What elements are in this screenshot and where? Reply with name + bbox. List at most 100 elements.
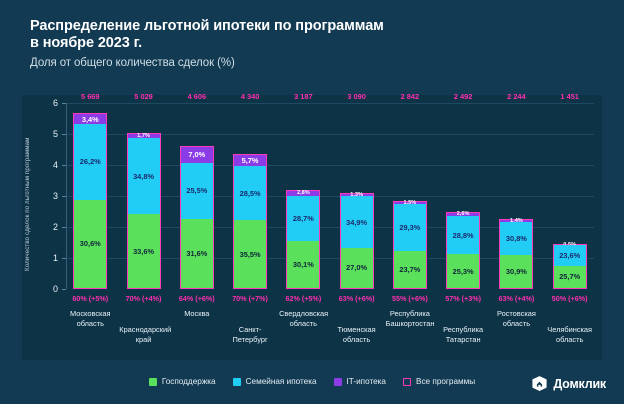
bar-stack[interactable]: 3,4% 26,2% 30,6% bbox=[73, 113, 108, 289]
bar-total-label: 1 451 bbox=[560, 92, 579, 101]
y-axis-tick-mark bbox=[62, 196, 66, 197]
bar-segment[interactable]: 1,4% bbox=[500, 218, 533, 224]
bar-segment[interactable]: 27,0% bbox=[340, 247, 373, 288]
legend-label: IT-ипотека bbox=[346, 377, 386, 386]
brand-logo: Домклик bbox=[531, 375, 606, 392]
category-label: Москва bbox=[184, 309, 210, 318]
bar-series-container: 5 669 3,4% 26,2% 30,6% 5 029 1,7% 34,8% 33,6% 4 … bbox=[66, 92, 594, 289]
bar-total-label: 4 606 bbox=[187, 92, 207, 101]
bar-segment[interactable]: 29,3% bbox=[393, 204, 426, 251]
legend-label: Все программы bbox=[416, 377, 476, 386]
all-programs-share-label: 62% (+5%) bbox=[285, 294, 322, 303]
bar-column[interactable]: 1 451 0,5%23,6%25,7% bbox=[545, 92, 594, 289]
y-axis-tick-label: 2 bbox=[52, 222, 58, 232]
bar-segment[interactable]: 26,2% bbox=[74, 124, 107, 200]
all-programs-share-label: 70% (+7%) bbox=[232, 294, 268, 303]
bar-segment[interactable]: 1,3% bbox=[340, 192, 373, 198]
bar-stack[interactable]: 2,6% 28,8% 25,3% bbox=[446, 211, 481, 289]
bar-column[interactable]: 3 090 1,3%34,9%27,0% bbox=[332, 92, 381, 289]
bar-segment[interactable]: 7,0% bbox=[180, 147, 213, 163]
bar-stack[interactable]: 1,3%34,9%27,0% bbox=[339, 192, 374, 289]
bar-segment[interactable]: 25,7% bbox=[553, 265, 586, 288]
chart-subtitle: Доля от общего количества сделок (%) bbox=[30, 57, 235, 69]
grid-line bbox=[66, 258, 594, 259]
bar-segment[interactable]: 25,3% bbox=[447, 254, 480, 288]
y-axis-tick-label: 6 bbox=[52, 98, 58, 108]
share-labels-row: 60% (+5%) 70% (+4%) 64% (+6%) 70% (+7%) 62% … bbox=[66, 294, 594, 303]
legend-label: Семейная ипотека bbox=[245, 377, 317, 386]
bar-column[interactable]: 5 029 1,7% 34,8% 33,6% bbox=[119, 92, 168, 289]
legend-item[interactable]: Господдержка bbox=[148, 377, 216, 386]
legend-swatch bbox=[232, 377, 241, 386]
y-axis-tick-mark bbox=[62, 289, 66, 290]
bar-column[interactable]: 2 244 1,4%30,8%30,9% bbox=[492, 92, 541, 289]
legend-item[interactable]: IT-ипотека bbox=[333, 377, 386, 386]
bar-segment[interactable]: 1,7% bbox=[127, 133, 160, 139]
bar-stack[interactable]: 0,5%23,6%25,7% bbox=[552, 242, 587, 289]
bar-stack[interactable]: 1,7% 34,8% 33,6% bbox=[126, 133, 161, 289]
bar-segment[interactable]: 28,8% bbox=[447, 216, 480, 255]
bar-stack[interactable]: 1,4%30,8%30,9% bbox=[499, 218, 534, 289]
bar-segment[interactable]: 25,5% bbox=[180, 162, 213, 219]
category-label: Республика Татарстан bbox=[443, 325, 484, 344]
bar-column[interactable]: 5 669 3,4% 26,2% 30,6% bbox=[66, 92, 115, 289]
legend-swatch bbox=[148, 377, 157, 386]
bar-segment[interactable]: 1,5% bbox=[393, 200, 426, 206]
bar-stack[interactable]: 5,7% 28,5% 35,5% bbox=[233, 154, 268, 289]
bar-segment[interactable]: 3,4% bbox=[74, 114, 107, 125]
bar-column[interactable]: 2 492 2,6% 28,8% 25,3% bbox=[439, 92, 488, 289]
page-title: Распределение льготной ипотеки по програ… bbox=[30, 18, 384, 51]
grid-line bbox=[66, 103, 594, 104]
legend-swatch bbox=[333, 377, 342, 386]
bar-segment[interactable]: 30,1% bbox=[287, 240, 320, 288]
chart-legend: Господдержка Семейная ипотека IT-ипотека Вс… bbox=[0, 377, 624, 386]
y-axis-tick-label: 0 bbox=[52, 284, 58, 294]
legend-label: Господдержка bbox=[161, 377, 216, 386]
bar-segment[interactable]: 30,8% bbox=[500, 221, 533, 255]
bar-stack[interactable]: 7,0% 25,5% 31,6% bbox=[179, 146, 214, 289]
bar-segment[interactable]: 23,7% bbox=[393, 250, 426, 288]
bar-segment[interactable]: 5,7% bbox=[234, 155, 267, 167]
y-axis-tick-mark bbox=[62, 165, 66, 166]
bar-segment[interactable]: 28,7% bbox=[287, 195, 320, 241]
category-label: Тюменская область bbox=[337, 325, 376, 344]
x-axis-category-labels: Московская область Краснодарский край Моск… bbox=[66, 309, 594, 344]
bar-total-label: 2 244 bbox=[507, 92, 526, 101]
bar-segment[interactable]: 30,6% bbox=[74, 199, 107, 288]
category-label: Краснодарский край bbox=[119, 325, 172, 344]
bar-stack[interactable]: 1,5% 29,3% 23,7% bbox=[392, 200, 427, 289]
legend-swatch bbox=[403, 377, 411, 386]
brand-name: Домклик bbox=[553, 376, 606, 391]
bar-segment[interactable]: 30,9% bbox=[500, 254, 533, 288]
grid-line bbox=[66, 165, 594, 166]
legend-item[interactable]: Все программы bbox=[403, 377, 475, 386]
bar-segment[interactable]: 33,6% bbox=[127, 214, 160, 288]
all-programs-share-label: 70% (+4%) bbox=[125, 294, 162, 303]
y-axis-tick-label: 1 bbox=[52, 253, 58, 263]
bar-segment[interactable]: 34,9% bbox=[340, 196, 373, 248]
bar-total-label: 2 492 bbox=[453, 92, 473, 101]
bar-segment[interactable]: 2,6% bbox=[447, 211, 480, 217]
bar-column[interactable]: 4 340 5,7% 28,5% 35,5% bbox=[226, 92, 275, 289]
y-axis-line bbox=[66, 103, 67, 289]
bar-total-label: 3 187 bbox=[294, 92, 313, 101]
bar-segment[interactable]: 28,5% bbox=[234, 166, 267, 221]
y-axis-tick-mark bbox=[62, 103, 66, 104]
bar-stack[interactable]: 2,8% 28,7% 30,1% bbox=[286, 190, 321, 289]
bar-column[interactable]: 4 606 7,0% 25,5% 31,6% bbox=[173, 92, 222, 289]
bar-total-label: 3 090 bbox=[347, 92, 366, 101]
bar-segment[interactable]: 31,6% bbox=[180, 218, 213, 288]
y-axis-tick-labels: 0 1 2 3 4 5 6 bbox=[44, 98, 58, 294]
bar-segment[interactable]: 34,8% bbox=[127, 137, 160, 215]
bar-segment[interactable]: 35,5% bbox=[234, 220, 267, 288]
y-axis-tick-label: 3 bbox=[52, 191, 58, 201]
bar-total-label: 5 669 bbox=[81, 92, 100, 101]
bar-segment[interactable]: 2,8% bbox=[287, 190, 320, 196]
bar-column[interactable]: 3 187 2,8% 28,7% 30,1% bbox=[279, 92, 328, 289]
all-programs-share-label: 57% (+3%) bbox=[445, 294, 482, 303]
legend-item[interactable]: Семейная ипотека bbox=[232, 377, 317, 386]
bar-segment[interactable]: 23,6% bbox=[553, 245, 586, 266]
y-axis-tick-label: 5 bbox=[52, 129, 58, 139]
category-label: Республика Башкортостан bbox=[385, 309, 435, 328]
bar-column[interactable]: 2 842 1,5% 29,3% 23,7% bbox=[386, 92, 435, 289]
